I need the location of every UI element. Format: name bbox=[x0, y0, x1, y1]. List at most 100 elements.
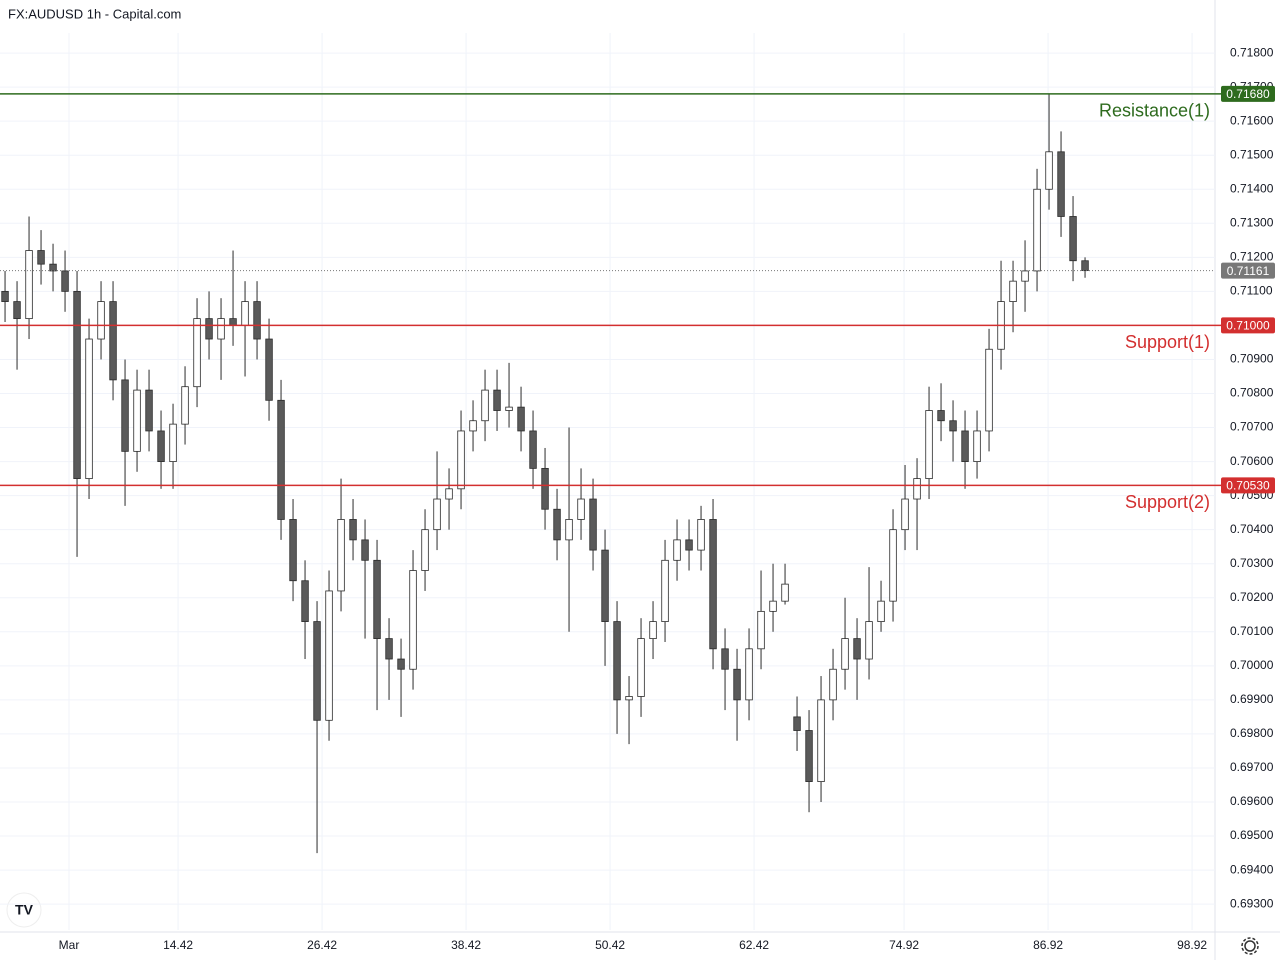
candle-body bbox=[25, 250, 33, 320]
candle-body bbox=[937, 410, 945, 422]
candle-body bbox=[805, 730, 813, 782]
candle-body bbox=[241, 301, 249, 326]
candle-body bbox=[769, 600, 777, 612]
level-price-label: 0.71000 bbox=[1226, 319, 1270, 333]
candle-body bbox=[61, 270, 69, 292]
candle-body bbox=[517, 406, 525, 432]
candle-body bbox=[733, 668, 741, 701]
last-price-tag bbox=[1221, 262, 1275, 279]
y-tick-label: 0.70200 bbox=[1230, 590, 1274, 604]
candle-body bbox=[1009, 280, 1017, 302]
candle-body bbox=[613, 621, 621, 701]
candle-body bbox=[577, 498, 585, 520]
candle-body bbox=[745, 648, 753, 701]
candle-body bbox=[325, 590, 333, 721]
level-name: Support(1) bbox=[1125, 332, 1210, 352]
candle-body bbox=[541, 467, 549, 510]
candle-body bbox=[313, 621, 321, 721]
level-name: Resistance(1) bbox=[1099, 101, 1210, 121]
y-tick-label: 0.71800 bbox=[1230, 45, 1274, 59]
candle-body bbox=[277, 399, 285, 520]
y-tick-label: 0.71300 bbox=[1230, 215, 1274, 229]
candle-body bbox=[637, 638, 645, 697]
y-tick-label: 0.71200 bbox=[1230, 250, 1274, 264]
candle-body bbox=[73, 290, 81, 480]
candle-body bbox=[217, 318, 225, 340]
candle-body bbox=[553, 508, 561, 541]
x-tick-label: Mar bbox=[59, 938, 80, 952]
y-tick-label: 0.70400 bbox=[1230, 522, 1274, 536]
candle-body bbox=[841, 638, 849, 670]
candle-body bbox=[37, 250, 45, 265]
candle-body bbox=[397, 658, 405, 670]
candle-body bbox=[625, 696, 633, 701]
candle-body bbox=[121, 379, 129, 452]
candle-body bbox=[661, 559, 669, 622]
candle-body bbox=[949, 420, 957, 432]
y-tick-label: 0.70900 bbox=[1230, 352, 1274, 366]
candle-body bbox=[457, 430, 465, 490]
y-tick-label: 0.70600 bbox=[1230, 454, 1274, 468]
candle-body bbox=[817, 699, 825, 782]
y-tick-label: 0.69500 bbox=[1230, 828, 1274, 842]
level-tag bbox=[1221, 317, 1275, 334]
logo: TV bbox=[6, 892, 42, 928]
y-tick-label: 0.70800 bbox=[1230, 386, 1274, 400]
candle-body bbox=[385, 638, 393, 660]
x-tick-label: 14.42 bbox=[163, 938, 193, 952]
candle-body bbox=[229, 318, 237, 326]
y-tick-label: 0.70000 bbox=[1230, 658, 1274, 672]
candle-body bbox=[493, 389, 501, 411]
candle-body bbox=[349, 519, 357, 541]
candle-body bbox=[49, 263, 57, 272]
candle-body bbox=[193, 318, 201, 388]
y-tick-label: 0.71500 bbox=[1230, 147, 1274, 161]
candle-body bbox=[109, 301, 117, 381]
candle-body bbox=[481, 389, 489, 422]
candle-body bbox=[205, 318, 213, 340]
candle-body bbox=[85, 338, 93, 480]
y-tick-label: 0.71400 bbox=[1230, 181, 1274, 195]
candle-body bbox=[649, 621, 657, 640]
candle-body bbox=[1033, 188, 1041, 272]
candle-body bbox=[1, 290, 9, 302]
x-tick-label: 74.92 bbox=[889, 938, 919, 952]
level-tag bbox=[1221, 85, 1275, 102]
candle-body bbox=[409, 570, 417, 670]
candle-body bbox=[685, 539, 693, 551]
candle-body bbox=[97, 301, 105, 340]
y-tick-label: 0.70300 bbox=[1230, 556, 1274, 570]
candle-body bbox=[985, 348, 993, 432]
candle-body bbox=[181, 386, 189, 425]
y-tick-label: 0.70700 bbox=[1230, 420, 1274, 434]
candle-body bbox=[757, 610, 765, 650]
x-tick-label: 38.42 bbox=[451, 938, 481, 952]
candle-body bbox=[505, 406, 513, 411]
candle-body bbox=[601, 549, 609, 622]
candle-body bbox=[1057, 151, 1065, 217]
y-tick-label: 0.69900 bbox=[1230, 692, 1274, 706]
level-tag bbox=[1221, 477, 1275, 494]
candle-body bbox=[865, 621, 873, 660]
candle-body bbox=[301, 580, 309, 622]
candle-body bbox=[433, 498, 441, 531]
candle-body bbox=[925, 410, 933, 480]
candle-body bbox=[361, 539, 369, 561]
candle-body bbox=[697, 519, 705, 551]
candle-body bbox=[13, 301, 21, 320]
candle-body bbox=[901, 498, 909, 531]
candle-body bbox=[337, 519, 345, 592]
candle-body bbox=[589, 498, 597, 551]
y-tick-label: 0.71100 bbox=[1230, 284, 1273, 298]
candle-body bbox=[793, 716, 801, 731]
candle-body bbox=[973, 430, 981, 462]
settings-icon[interactable] bbox=[1241, 937, 1259, 955]
candle-body bbox=[877, 600, 885, 622]
candle-body bbox=[673, 539, 681, 561]
candle-body bbox=[913, 478, 921, 500]
candle-body bbox=[1069, 216, 1077, 262]
y-tick-label: 0.69400 bbox=[1230, 862, 1274, 876]
candle-body bbox=[265, 338, 273, 401]
candle-body bbox=[445, 488, 453, 500]
